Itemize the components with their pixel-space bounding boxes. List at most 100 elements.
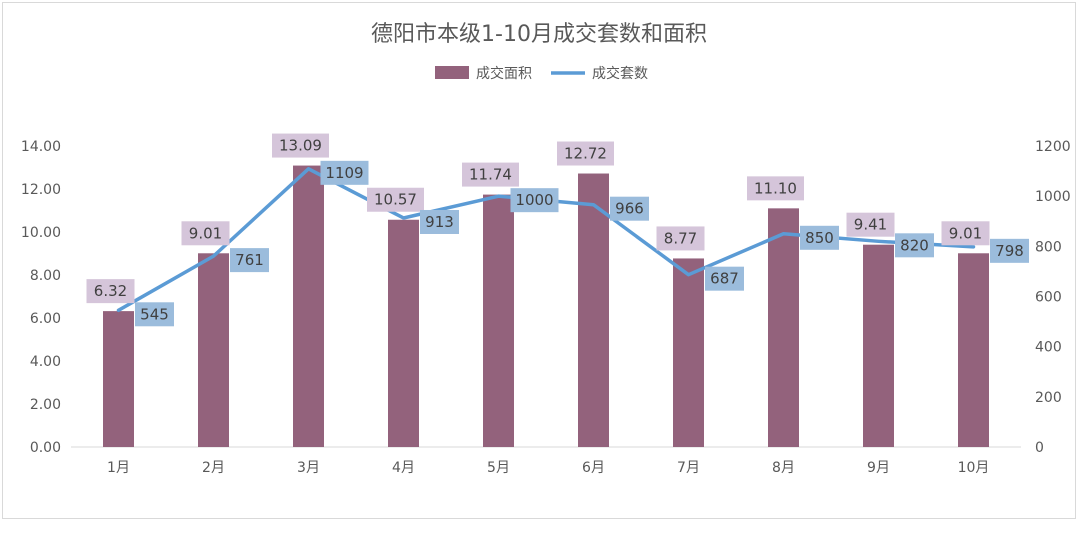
chart-frame: 德阳市本级1-10月成交套数和面积 成交面积 成交套数 0.00 2.00 4.00 6… [2,2,1076,519]
bar [768,208,799,447]
line-data-label-box [895,233,934,258]
line-data-label-text: 850 [805,229,834,247]
bar-data-label: 13.09 [272,133,329,158]
x-tick-label: 3月 [297,460,320,476]
bar-data-label: 11.10 [747,176,804,201]
bar-data-label-text: 6.32 [94,282,127,300]
legend: 成交面积 成交套数 [435,65,648,82]
bar [293,165,324,447]
line-data-label-box [990,238,1029,263]
bar-data-label-box [462,162,519,187]
bar-data-label-box [941,221,990,246]
line-data-label-box [610,196,649,221]
line-data-label: 1000 [510,188,559,213]
line-data-label-text: 820 [900,236,929,254]
bar-data-label: 10.57 [367,187,424,212]
line-data-label-text: 545 [140,305,169,323]
bar-data-label-box [272,133,329,158]
chart-canvas: 德阳市本级1-10月成交套数和面积 成交面积 成交套数 0.00 2.00 4.00 6… [21,22,1071,476]
x-axis: 1月 2月 3月 4月 5月 6月 7月 8月 9月 10月 [71,446,1021,476]
line-data-label: 761 [230,248,269,273]
line-data-label-box [420,209,459,234]
line-data-label: 966 [610,196,649,221]
bar-data-label-text: 9.01 [189,224,222,242]
line-data-label-text: 761 [235,251,264,269]
line-data-label-box [510,188,559,213]
bar-data-label: 6.32 [86,279,135,304]
bar [388,219,419,447]
bars [103,165,989,447]
line-data-label-text: 687 [710,270,739,288]
y-left-tick-label: 10.00 [21,225,61,241]
bar-data-label-box [557,141,614,166]
x-tick-label: 7月 [677,460,700,476]
bar-data-label-text: 8.77 [664,229,697,247]
x-tick-label: 4月 [392,460,415,476]
line-data-label-text: 913 [425,213,454,231]
bar [483,194,514,447]
bar [673,258,704,447]
bar-data-label: 8.77 [656,226,705,251]
bar [958,253,989,447]
y-left-tick-label: 6.00 [30,311,61,327]
line-data-label-box [135,302,174,327]
bar-data-label-box [367,187,424,212]
legend-swatch-bar [435,66,469,79]
line-data-label: 850 [800,225,839,250]
line-data-label-text: 1109 [325,164,363,182]
bar-data-label-text: 11.10 [754,179,797,197]
y-right-tick-label: 600 [1035,290,1062,306]
bar [863,244,894,447]
x-tick-label: 8月 [772,460,795,476]
data-labels: 6.32 9.01 13.09 10.57 11.74 12.72 8.77 11.10 9.4… [86,133,1029,327]
bar [578,173,609,447]
y-left-axis: 0.00 2.00 4.00 6.00 8.00 10.00 12.00 14.00 [21,139,61,456]
y-left-tick-label: 12.00 [21,182,61,198]
bar-data-label: 11.74 [462,162,519,187]
line-data-label-box [705,266,744,291]
line-data-label-text: 798 [995,242,1024,260]
x-tick-label: 9月 [867,460,890,476]
line-data-label: 1109 [320,160,369,185]
legend-label-bar: 成交面积 [476,65,532,82]
bar-data-label-text: 9.01 [949,224,982,242]
line-data-label-box [320,160,369,185]
y-right-tick-label: 0 [1035,440,1044,456]
bar-data-label-text: 13.09 [279,137,322,155]
line-data-label: 913 [420,209,459,234]
y-left-tick-label: 0.00 [30,440,61,456]
bar-data-label-text: 11.74 [469,166,512,184]
y-right-tick-label: 800 [1035,239,1062,255]
y-left-tick-label: 2.00 [30,397,61,413]
line-data-label: 545 [135,302,174,327]
legend-label-line: 成交套数 [592,65,648,82]
bar-data-label: 9.01 [941,221,990,246]
line-data-label: 798 [990,238,1029,263]
line-data-label-box [230,248,269,273]
bar-data-label: 9.41 [846,212,895,237]
y-left-tick-label: 4.00 [30,354,61,370]
bar [103,311,134,447]
x-tick-label: 6月 [582,460,605,476]
x-tick-label: 1月 [107,460,130,476]
y-right-axis: 0 200 400 600 800 1000 1200 [1035,139,1071,456]
bar-data-label: 12.72 [557,141,614,166]
chart-title: 德阳市本级1-10月成交套数和面积 [371,22,707,47]
x-tick-label: 5月 [487,460,510,476]
y-right-tick-label: 1000 [1035,189,1071,205]
bar-data-label-box [846,212,895,237]
bar-data-label-box [181,221,230,246]
line-data-label: 820 [895,233,934,258]
y-right-tick-label: 200 [1035,390,1062,406]
bar-data-label-text: 10.57 [374,191,417,209]
bar-data-label-box [747,176,804,201]
line-data-label: 687 [705,266,744,291]
y-right-tick-label: 400 [1035,340,1062,356]
bar-data-label-box [656,226,705,251]
x-tick-label: 2月 [202,460,225,476]
y-right-tick-label: 1200 [1035,139,1071,155]
line-data-label-box [800,225,839,250]
bar-data-label: 9.01 [181,221,230,246]
bar-data-label-box [86,279,135,304]
line-data-label-text: 966 [615,200,644,218]
